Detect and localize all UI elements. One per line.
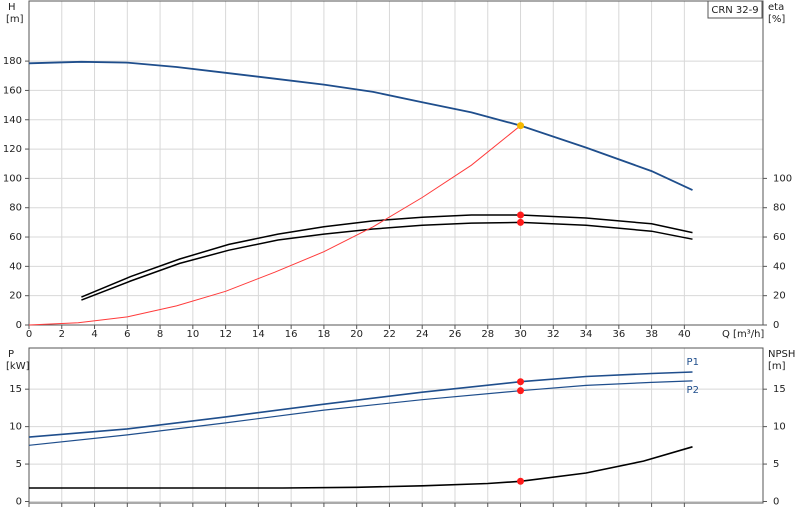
x-tick-label: 40 <box>678 329 691 340</box>
x-tick-label: 16 <box>285 329 298 340</box>
y2-tick-label: 0 <box>773 497 779 508</box>
x-tick-label: 0 <box>26 329 32 340</box>
plot-frame <box>28 0 764 326</box>
curve <box>81 214 693 298</box>
series-label: P1 <box>687 357 699 368</box>
curve <box>28 371 693 438</box>
y-axis-label: H <box>8 2 16 13</box>
y2-tick-label: 0 <box>773 320 779 331</box>
y2-tick-label: 10 <box>773 422 786 433</box>
x-tick-label: 18 <box>318 329 331 340</box>
x-tick-label: 20 <box>350 329 363 340</box>
y2-tick-label: 100 <box>773 173 792 184</box>
y-tick-label: 100 <box>3 173 22 184</box>
x-tick-label: 22 <box>383 329 396 340</box>
x-tick-label: 4 <box>91 329 97 340</box>
x-tick-label: 8 <box>157 329 163 340</box>
duty-point <box>517 378 525 386</box>
y2-tick-label: 20 <box>773 291 786 302</box>
model-label: CRN 32-9 <box>711 5 758 16</box>
y2-tick-label: 40 <box>773 261 786 272</box>
x-tick-label: 10 <box>186 329 199 340</box>
y-tick-label: 80 <box>9 203 22 214</box>
model-box <box>707 0 763 19</box>
y2-axis-unit: [%] <box>768 14 785 25</box>
y2-axis-label: eta <box>768 2 784 13</box>
y-axis-label: P <box>8 349 14 360</box>
series-label: P2 <box>687 385 699 396</box>
x-tick-label: 38 <box>645 329 658 340</box>
duty-point <box>517 211 525 219</box>
y-tick-label: 140 <box>3 115 22 126</box>
curve <box>28 60 693 191</box>
y2-tick-label: 60 <box>773 232 786 243</box>
x-tick-label: 30 <box>514 329 527 340</box>
x-axis-label: Q [m³/h] <box>722 329 764 340</box>
x-tick-label: 36 <box>612 329 625 340</box>
x-tick-label: 24 <box>416 329 429 340</box>
y-tick-label: 180 <box>3 56 22 67</box>
y-tick-label: 10 <box>9 422 22 433</box>
curve <box>81 221 693 301</box>
y2-tick-label: 5 <box>773 459 779 470</box>
y-tick-label: 0 <box>16 320 22 331</box>
y-tick-label: 15 <box>9 384 22 395</box>
plot-frame <box>28 347 764 504</box>
y-tick-label: 5 <box>16 459 22 470</box>
y-tick-label: 60 <box>9 232 22 243</box>
y2-tick-label: 80 <box>773 203 786 214</box>
x-tick-label: 14 <box>252 329 265 340</box>
x-tick-label: 28 <box>481 329 494 340</box>
curve <box>28 125 521 326</box>
y2-axis-unit: [m] <box>768 361 786 372</box>
x-tick-label: 26 <box>449 329 462 340</box>
y-axis-unit: [m] <box>6 14 24 25</box>
duty-point <box>517 477 525 485</box>
y-tick-label: 160 <box>3 85 22 96</box>
x-tick-label: 32 <box>547 329 560 340</box>
y-tick-label: 40 <box>9 261 22 272</box>
y-tick-label: 20 <box>9 291 22 302</box>
y-tick-label: 0 <box>16 497 22 508</box>
curve <box>29 446 693 489</box>
duty-point <box>517 387 525 395</box>
y-tick-label: 120 <box>3 144 22 155</box>
duty-point <box>517 218 525 226</box>
y2-tick-label: 15 <box>773 384 786 395</box>
y2-axis-label: NPSH <box>768 349 795 360</box>
y-axis-unit: [kW] <box>6 361 30 372</box>
x-tick-label: 6 <box>124 329 130 340</box>
duty-point <box>517 122 525 130</box>
curve <box>28 380 693 446</box>
x-tick-label: 2 <box>59 329 65 340</box>
x-tick-label: 12 <box>219 329 232 340</box>
x-tick-label: 34 <box>580 329 593 340</box>
